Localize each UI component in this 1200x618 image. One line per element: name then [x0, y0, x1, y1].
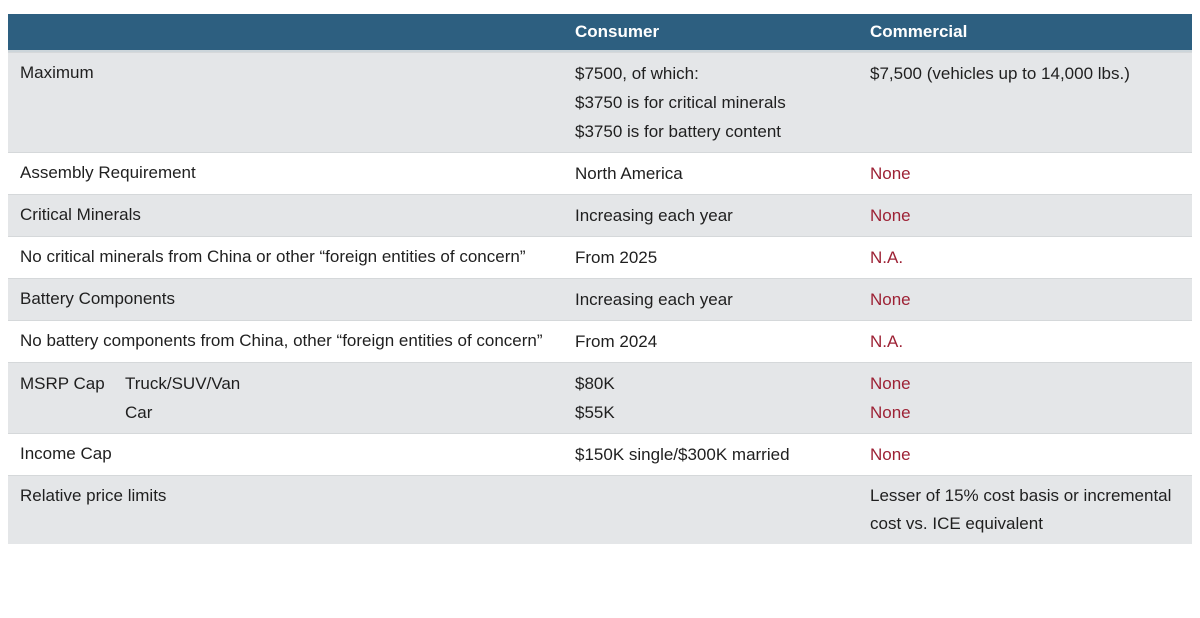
consumer-value: $80K	[575, 374, 615, 393]
table-row-critical-minerals: Critical Minerals Increasing each year N…	[8, 194, 1192, 236]
commercial-cell: None	[870, 279, 1192, 320]
commercial-cell: N.A.	[870, 321, 1192, 362]
consumer-cell: From 2025	[575, 237, 870, 278]
commercial-cell: None	[870, 195, 1192, 236]
consumer-cell: Increasing each year	[575, 195, 870, 236]
consumer-cell: Increasing each year	[575, 279, 870, 320]
commercial-cell: None	[870, 434, 1192, 475]
commercial-value: None	[870, 374, 911, 393]
commercial-value: None	[870, 290, 911, 309]
consumer-cell: $150K single/$300K married	[575, 434, 870, 475]
commercial-value: None	[870, 445, 911, 464]
consumer-value: From 2025	[575, 248, 658, 267]
table-row-battery-components: Battery Components Increasing each year …	[8, 278, 1192, 320]
commercial-value: $7,500 (vehicles up to 14,000 lbs.)	[870, 64, 1130, 83]
column-header-commercial-label: Commercial	[870, 22, 968, 41]
consumer-value: $3750 is for battery content	[575, 122, 782, 141]
table-row-relative-price-limits: Relative price limits Lesser of 15% cost…	[8, 475, 1192, 544]
commercial-value: None	[870, 206, 911, 225]
row-label: Assembly Requirement	[20, 163, 196, 182]
row-sublabel: Truck/SUV/Van	[125, 374, 241, 393]
consumer-value: Increasing each year	[575, 290, 733, 309]
consumer-value: $7500, of which:	[575, 64, 699, 83]
row-label: Income Cap	[20, 444, 112, 463]
commercial-value: N.A.	[870, 248, 904, 267]
commercial-value: N.A.	[870, 332, 904, 351]
row-label: MSRP Cap	[20, 374, 105, 393]
table-row-income-cap: Income Cap $150K single/$300K married No…	[8, 433, 1192, 475]
commercial-cell: $7,500 (vehicles up to 14,000 lbs.)	[870, 53, 1192, 152]
row-label: Maximum	[20, 63, 94, 82]
row-label: Battery Components	[20, 289, 175, 308]
table-row-assembly-requirement: Assembly Requirement North America None	[8, 152, 1192, 194]
row-sublabel: Car	[125, 403, 153, 422]
row-label: No battery components from China, other …	[20, 331, 543, 350]
comparison-table: Consumer Commercial Maximum $7500, of wh…	[8, 14, 1192, 544]
row-label: Critical Minerals	[20, 205, 141, 224]
table-row-no-critical-minerals-china: No critical minerals from China or other…	[8, 236, 1192, 278]
consumer-cell: North America	[575, 153, 870, 194]
consumer-value: North America	[575, 164, 683, 183]
table-row-msrp-cap: MSRP Cap Truck/SUV/Van Car $80K $55K Non…	[8, 362, 1192, 433]
commercial-cell: None	[870, 153, 1192, 194]
column-header-consumer: Consumer	[575, 14, 870, 50]
consumer-value: Increasing each year	[575, 206, 733, 225]
commercial-value: None	[870, 164, 911, 183]
row-sublabels: Truck/SUV/Van Car	[125, 369, 240, 427]
column-header-commercial: Commercial	[870, 14, 1192, 50]
consumer-value: $150K single/$300K married	[575, 445, 790, 464]
commercial-value: None	[870, 403, 911, 422]
commercial-value: Lesser of 15% cost basis or incremental …	[870, 486, 1172, 533]
consumer-cell: From 2024	[575, 321, 870, 362]
commercial-cell: Lesser of 15% cost basis or incremental …	[870, 476, 1192, 544]
consumer-value: From 2024	[575, 332, 658, 351]
commercial-cell: N.A.	[870, 237, 1192, 278]
row-label: Relative price limits	[20, 486, 167, 505]
column-header-criteria	[8, 14, 575, 50]
consumer-cell: $7500, of which: $3750 is for critical m…	[575, 53, 870, 152]
consumer-cell	[575, 476, 870, 544]
commercial-cell: None None	[870, 363, 1192, 433]
table-header-row: Consumer Commercial	[8, 14, 1192, 52]
row-label: No critical minerals from China or other…	[20, 247, 526, 266]
table-row-no-battery-components-china: No battery components from China, other …	[8, 320, 1192, 362]
consumer-cell: $80K $55K	[575, 363, 870, 433]
table-row-maximum: Maximum $7500, of which: $3750 is for cr…	[8, 52, 1192, 152]
consumer-value: $3750 is for critical minerals	[575, 93, 786, 112]
consumer-value: $55K	[575, 403, 615, 422]
column-header-consumer-label: Consumer	[575, 22, 660, 41]
